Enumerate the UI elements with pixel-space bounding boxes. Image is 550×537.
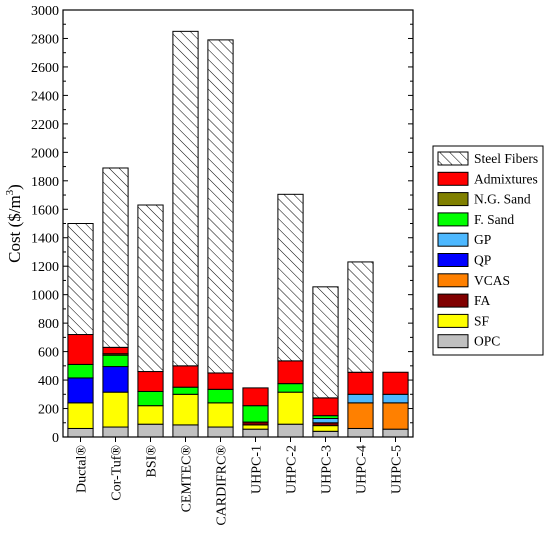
x-tick-label: UHPC-4 (355, 445, 370, 494)
legend-label: QP (474, 253, 491, 268)
bar-segment (102, 391, 129, 428)
bar-segment (102, 167, 129, 348)
y-axis-title: Cost ($/m3) (4, 184, 24, 263)
legend-swatch (437, 253, 469, 267)
legend-swatch (437, 171, 469, 186)
legend-swatch (437, 192, 469, 207)
legend-swatch (437, 293, 469, 308)
bar-segment (137, 405, 164, 425)
bar-segment (347, 261, 374, 373)
bar-segment (312, 286, 339, 399)
legend-label: Admixtures (474, 171, 538, 186)
bar-segment (137, 204, 164, 373)
x-tick-label: UHPC-3 (320, 445, 335, 494)
bar-segment (347, 427, 374, 438)
x-tick-label: UHPC-5 (390, 445, 405, 494)
bar-segment (277, 391, 304, 425)
y-tick-label: 1600 (31, 203, 59, 218)
x-tick-label: Ductal® (75, 445, 90, 493)
bar-segment (67, 334, 94, 365)
x-tick-label: CEMTEC® (180, 445, 195, 513)
x-tick-label: UHPC-1 (250, 445, 265, 494)
y-tick-label: 1200 (31, 260, 59, 275)
y-tick-label: 800 (38, 317, 59, 332)
bar-segment (207, 402, 234, 428)
y-tick-label: 3000 (31, 4, 59, 19)
bar-segment (137, 423, 164, 438)
bar-segment (312, 430, 339, 438)
legend-label: F. Sand (474, 212, 514, 227)
bar-segment (137, 371, 164, 392)
bar-segment (172, 30, 199, 367)
y-tick-label: 400 (38, 374, 59, 389)
bar-segment (207, 388, 234, 404)
bar-segment (102, 354, 129, 368)
x-tick-label: CARDIFRC® (215, 445, 230, 526)
bar-segment (312, 418, 339, 424)
y-tick-label: 1800 (31, 175, 59, 190)
legend-swatch (437, 273, 469, 288)
y-tick-label: 2000 (31, 146, 59, 161)
bar-segment (347, 402, 374, 429)
bar-segment (277, 423, 304, 438)
bar-segment (312, 397, 339, 417)
legend-label: GP (474, 232, 491, 247)
bar-segment (382, 402, 409, 430)
bar-segment (172, 393, 199, 426)
y-tick-label: 0 (52, 431, 59, 446)
y-tick-label: 1400 (31, 232, 59, 247)
legend-label: VCAS (474, 273, 510, 288)
bar-segment (382, 428, 409, 438)
bar-segment (67, 402, 94, 429)
y-tick-label: 600 (38, 346, 59, 361)
bar-segment (102, 366, 129, 393)
y-tick-label: 2200 (31, 118, 59, 133)
bar-segment (67, 377, 94, 404)
bar-segment (277, 193, 304, 362)
bar-segment (242, 424, 269, 430)
legend-label: OPC (474, 334, 500, 349)
y-tick-label: 2800 (31, 32, 59, 47)
legend-swatch (437, 212, 469, 227)
x-tick-label: UHPC-2 (285, 445, 300, 494)
y-tick-label: 2600 (31, 61, 59, 76)
y-tick-label: 2400 (31, 89, 59, 104)
bar-segment (382, 371, 409, 395)
legend-swatch (437, 334, 469, 349)
legend-swatch (437, 313, 469, 328)
bar-segment (242, 405, 269, 423)
bar-segment (382, 393, 409, 404)
bar-segment (242, 387, 269, 407)
bar-segment (207, 372, 234, 390)
bar-segment (277, 383, 304, 393)
legend-label: SF (474, 313, 490, 328)
y-tick-label: 1000 (31, 289, 59, 304)
bar-segment (347, 393, 374, 404)
bar-segment (172, 424, 199, 438)
y-tick-label: 200 (38, 403, 59, 418)
bar-segment (207, 426, 234, 438)
legend-swatch (437, 151, 469, 166)
x-tick-label: Cor-Tuf® (110, 445, 125, 501)
bar-segment (347, 371, 374, 395)
bar-segment (102, 426, 129, 438)
bar-segment (137, 390, 164, 407)
legend: Steel Fibers Admixtures N.G. Sand F. Sand GP… (432, 145, 544, 356)
bar-segment (242, 428, 269, 438)
bar-segment (207, 39, 234, 374)
bar-segment (67, 363, 94, 379)
legend-label: Steel Fibers (474, 151, 538, 166)
legend-swatch (437, 232, 469, 247)
bar-segment (172, 365, 199, 388)
bar-segment (67, 223, 94, 336)
legend-label: FA (474, 293, 491, 308)
bar-segment (102, 346, 129, 355)
bar-segment (67, 427, 94, 438)
bar-segment (312, 425, 339, 432)
x-tick-label: BSI® (145, 445, 160, 478)
bar-segment (172, 386, 199, 395)
bar-segment (277, 360, 304, 385)
legend-label: N.G. Sand (474, 192, 531, 207)
